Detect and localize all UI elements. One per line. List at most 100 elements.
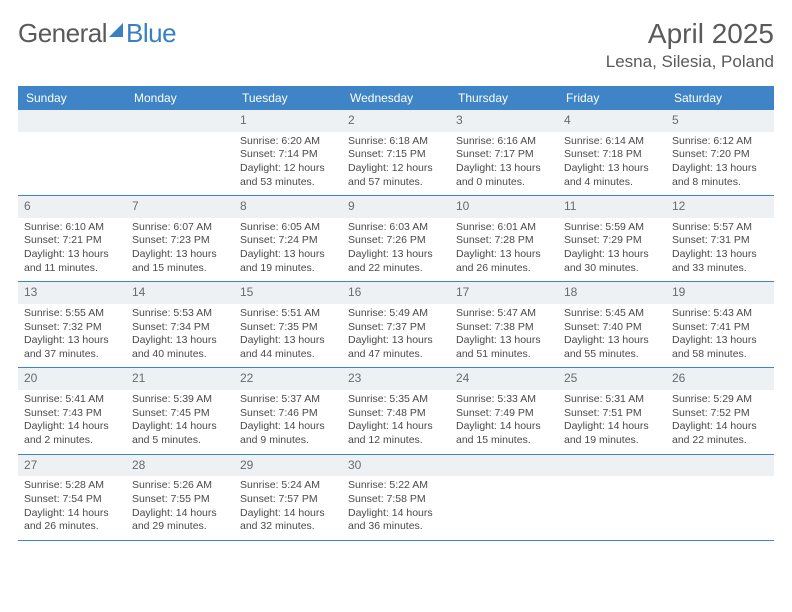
day-number <box>666 455 774 477</box>
calendar-cell: 24Sunrise: 5:33 AMSunset: 7:49 PMDayligh… <box>450 368 558 453</box>
sunset-line: Sunset: 7:52 PM <box>672 407 768 421</box>
month-title: April 2025 <box>606 18 774 50</box>
sunrise-line: Sunrise: 6:10 AM <box>24 221 120 235</box>
sunset-line: Sunset: 7:21 PM <box>24 234 120 248</box>
daylight-line2: and 19 minutes. <box>240 262 336 276</box>
cell-body: Sunrise: 5:22 AMSunset: 7:58 PMDaylight:… <box>342 476 450 540</box>
sunset-line: Sunset: 7:34 PM <box>132 321 228 335</box>
calendar-cell: 17Sunrise: 5:47 AMSunset: 7:38 PMDayligh… <box>450 282 558 367</box>
daylight-line1: Daylight: 13 hours <box>456 334 552 348</box>
daylight-line2: and 58 minutes. <box>672 348 768 362</box>
calendar-cell: 7Sunrise: 6:07 AMSunset: 7:23 PMDaylight… <box>126 196 234 281</box>
sunrise-line: Sunrise: 5:51 AM <box>240 307 336 321</box>
calendar-cell-empty <box>126 110 234 195</box>
sunset-line: Sunset: 7:41 PM <box>672 321 768 335</box>
calendar-cell: 5Sunrise: 6:12 AMSunset: 7:20 PMDaylight… <box>666 110 774 195</box>
calendar-cell: 10Sunrise: 6:01 AMSunset: 7:28 PMDayligh… <box>450 196 558 281</box>
calendar-cell-empty <box>450 455 558 540</box>
day-number: 14 <box>126 282 234 304</box>
day-number: 15 <box>234 282 342 304</box>
calendar-cell: 9Sunrise: 6:03 AMSunset: 7:26 PMDaylight… <box>342 196 450 281</box>
day-number: 19 <box>666 282 774 304</box>
calendar-cell: 28Sunrise: 5:26 AMSunset: 7:55 PMDayligh… <box>126 455 234 540</box>
daylight-line2: and 9 minutes. <box>240 434 336 448</box>
daylight-line2: and 36 minutes. <box>348 520 444 534</box>
sunrise-line: Sunrise: 5:24 AM <box>240 479 336 493</box>
cell-body: Sunrise: 5:26 AMSunset: 7:55 PMDaylight:… <box>126 476 234 540</box>
daylight-line2: and 37 minutes. <box>24 348 120 362</box>
sunrise-line: Sunrise: 5:55 AM <box>24 307 120 321</box>
daylight-line2: and 12 minutes. <box>348 434 444 448</box>
sunrise-line: Sunrise: 5:28 AM <box>24 479 120 493</box>
daylight-line2: and 22 minutes. <box>672 434 768 448</box>
cell-body: Sunrise: 5:35 AMSunset: 7:48 PMDaylight:… <box>342 390 450 454</box>
sunrise-line: Sunrise: 5:45 AM <box>564 307 660 321</box>
sunset-line: Sunset: 7:48 PM <box>348 407 444 421</box>
daylight-line2: and 40 minutes. <box>132 348 228 362</box>
sunrise-line: Sunrise: 6:16 AM <box>456 135 552 149</box>
sunset-line: Sunset: 7:23 PM <box>132 234 228 248</box>
day-number: 16 <box>342 282 450 304</box>
cell-body: Sunrise: 5:51 AMSunset: 7:35 PMDaylight:… <box>234 304 342 368</box>
daylight-line1: Daylight: 13 hours <box>456 248 552 262</box>
daylight-line1: Daylight: 12 hours <box>348 162 444 176</box>
sunset-line: Sunset: 7:54 PM <box>24 493 120 507</box>
daylight-line2: and 2 minutes. <box>24 434 120 448</box>
cell-body: Sunrise: 5:43 AMSunset: 7:41 PMDaylight:… <box>666 304 774 368</box>
day-number: 9 <box>342 196 450 218</box>
daylight-line1: Daylight: 12 hours <box>240 162 336 176</box>
daylight-line2: and 0 minutes. <box>456 176 552 190</box>
cell-body: Sunrise: 5:29 AMSunset: 7:52 PMDaylight:… <box>666 390 774 454</box>
daylight-line2: and 8 minutes. <box>672 176 768 190</box>
cell-body: Sunrise: 5:37 AMSunset: 7:46 PMDaylight:… <box>234 390 342 454</box>
cell-body: Sunrise: 5:28 AMSunset: 7:54 PMDaylight:… <box>18 476 126 540</box>
calendar-cell: 15Sunrise: 5:51 AMSunset: 7:35 PMDayligh… <box>234 282 342 367</box>
week-row: 13Sunrise: 5:55 AMSunset: 7:32 PMDayligh… <box>18 282 774 368</box>
cell-body: Sunrise: 5:41 AMSunset: 7:43 PMDaylight:… <box>18 390 126 454</box>
cell-body: Sunrise: 6:07 AMSunset: 7:23 PMDaylight:… <box>126 218 234 282</box>
day-number: 2 <box>342 110 450 132</box>
daylight-line2: and 19 minutes. <box>564 434 660 448</box>
calendar-cell: 13Sunrise: 5:55 AMSunset: 7:32 PMDayligh… <box>18 282 126 367</box>
daylight-line1: Daylight: 14 hours <box>132 507 228 521</box>
day-number: 11 <box>558 196 666 218</box>
day-header: Sunday <box>18 86 126 110</box>
day-header: Tuesday <box>234 86 342 110</box>
daylight-line1: Daylight: 14 hours <box>564 420 660 434</box>
cell-body: Sunrise: 5:59 AMSunset: 7:29 PMDaylight:… <box>558 218 666 282</box>
calendar-cell: 18Sunrise: 5:45 AMSunset: 7:40 PMDayligh… <box>558 282 666 367</box>
cell-body: Sunrise: 5:31 AMSunset: 7:51 PMDaylight:… <box>558 390 666 454</box>
sunset-line: Sunset: 7:49 PM <box>456 407 552 421</box>
day-number: 4 <box>558 110 666 132</box>
calendar-cell: 11Sunrise: 5:59 AMSunset: 7:29 PMDayligh… <box>558 196 666 281</box>
sunrise-line: Sunrise: 5:49 AM <box>348 307 444 321</box>
daylight-line2: and 55 minutes. <box>564 348 660 362</box>
calendar-cell: 2Sunrise: 6:18 AMSunset: 7:15 PMDaylight… <box>342 110 450 195</box>
daylight-line2: and 29 minutes. <box>132 520 228 534</box>
cell-body: Sunrise: 5:39 AMSunset: 7:45 PMDaylight:… <box>126 390 234 454</box>
sunrise-line: Sunrise: 6:18 AM <box>348 135 444 149</box>
daylight-line2: and 15 minutes. <box>456 434 552 448</box>
day-header: Wednesday <box>342 86 450 110</box>
cell-body: Sunrise: 6:18 AMSunset: 7:15 PMDaylight:… <box>342 132 450 196</box>
day-number: 12 <box>666 196 774 218</box>
cell-body: Sunrise: 5:53 AMSunset: 7:34 PMDaylight:… <box>126 304 234 368</box>
calendar-cell: 14Sunrise: 5:53 AMSunset: 7:34 PMDayligh… <box>126 282 234 367</box>
sunrise-line: Sunrise: 5:59 AM <box>564 221 660 235</box>
calendar-cell: 19Sunrise: 5:43 AMSunset: 7:41 PMDayligh… <box>666 282 774 367</box>
daylight-line1: Daylight: 13 hours <box>672 334 768 348</box>
cell-body: Sunrise: 5:45 AMSunset: 7:40 PMDaylight:… <box>558 304 666 368</box>
cell-body: Sunrise: 5:55 AMSunset: 7:32 PMDaylight:… <box>18 304 126 368</box>
brand-part1: General <box>18 18 107 49</box>
cell-body: Sunrise: 5:24 AMSunset: 7:57 PMDaylight:… <box>234 476 342 540</box>
cell-body: Sunrise: 6:20 AMSunset: 7:14 PMDaylight:… <box>234 132 342 196</box>
day-number: 22 <box>234 368 342 390</box>
cell-body: Sunrise: 5:49 AMSunset: 7:37 PMDaylight:… <box>342 304 450 368</box>
daylight-line1: Daylight: 13 hours <box>564 162 660 176</box>
daylight-line1: Daylight: 14 hours <box>132 420 228 434</box>
sunrise-line: Sunrise: 5:33 AM <box>456 393 552 407</box>
brand-logo: General Blue <box>18 18 176 49</box>
daylight-line1: Daylight: 13 hours <box>672 248 768 262</box>
daylight-line2: and 57 minutes. <box>348 176 444 190</box>
calendar-cell: 30Sunrise: 5:22 AMSunset: 7:58 PMDayligh… <box>342 455 450 540</box>
